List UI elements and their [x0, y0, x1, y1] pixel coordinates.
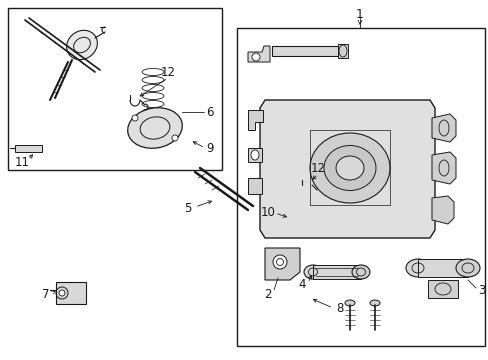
Ellipse shape — [304, 265, 321, 279]
Text: 9: 9 — [206, 141, 213, 154]
Ellipse shape — [127, 108, 182, 148]
Bar — [417, 259, 467, 277]
Text: 5: 5 — [184, 202, 191, 215]
Ellipse shape — [309, 133, 389, 203]
Polygon shape — [247, 178, 262, 194]
Text: 6: 6 — [206, 105, 213, 118]
Polygon shape — [247, 148, 262, 162]
Polygon shape — [15, 145, 42, 152]
Ellipse shape — [250, 150, 259, 160]
Text: 11: 11 — [15, 156, 29, 168]
Ellipse shape — [132, 115, 138, 121]
Text: 10: 10 — [260, 206, 275, 219]
Bar — [56, 282, 86, 304]
Ellipse shape — [262, 312, 267, 318]
Text: 2: 2 — [264, 288, 271, 302]
Polygon shape — [247, 46, 269, 62]
Bar — [237, 28, 484, 346]
Polygon shape — [431, 152, 455, 184]
Ellipse shape — [405, 259, 429, 277]
Ellipse shape — [369, 300, 379, 306]
Bar — [312, 265, 360, 279]
Ellipse shape — [345, 300, 354, 306]
Ellipse shape — [316, 305, 323, 311]
Ellipse shape — [66, 30, 97, 60]
Ellipse shape — [335, 156, 363, 180]
Bar — [287, 195, 321, 263]
Ellipse shape — [240, 267, 329, 323]
Ellipse shape — [455, 259, 479, 277]
Ellipse shape — [172, 135, 178, 141]
Bar — [8, 8, 222, 170]
Text: 12: 12 — [310, 162, 325, 175]
Text: 3: 3 — [477, 284, 485, 297]
Polygon shape — [337, 44, 347, 58]
Polygon shape — [427, 280, 457, 298]
Polygon shape — [260, 100, 434, 238]
Text: 12: 12 — [160, 66, 175, 78]
Text: 8: 8 — [336, 302, 343, 315]
Text: 7: 7 — [42, 288, 50, 301]
Text: 4: 4 — [298, 279, 305, 292]
Polygon shape — [264, 248, 299, 280]
Ellipse shape — [251, 53, 260, 61]
Ellipse shape — [249, 280, 256, 288]
Ellipse shape — [351, 265, 369, 279]
Ellipse shape — [324, 145, 375, 190]
Polygon shape — [247, 110, 263, 130]
Ellipse shape — [272, 255, 286, 269]
Polygon shape — [431, 196, 453, 224]
Polygon shape — [271, 46, 339, 56]
Text: 1: 1 — [355, 8, 363, 21]
Ellipse shape — [59, 290, 65, 296]
Polygon shape — [431, 114, 455, 142]
